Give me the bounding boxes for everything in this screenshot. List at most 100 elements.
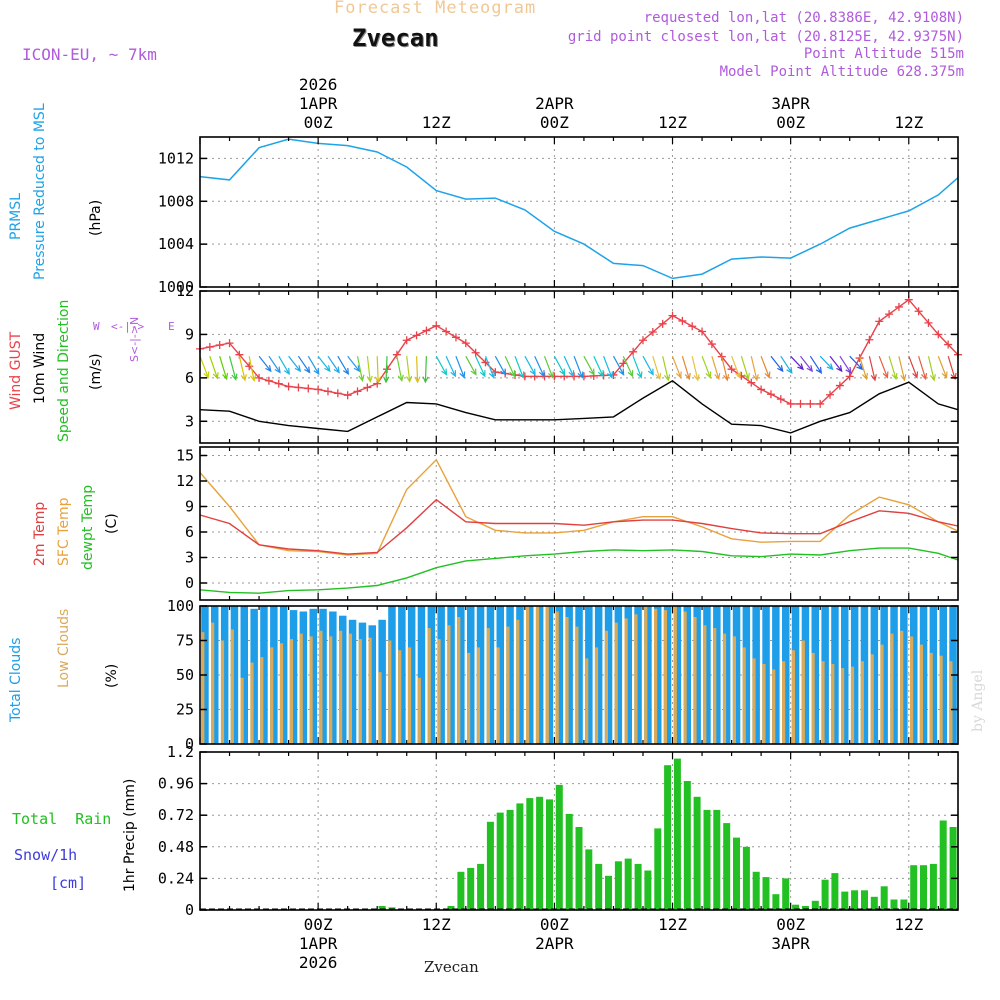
gust-marker bbox=[294, 383, 303, 392]
low-cloud-bar bbox=[654, 608, 658, 744]
gust-marker bbox=[727, 365, 736, 374]
rain-bar bbox=[733, 837, 740, 910]
total-cloud-bar bbox=[821, 606, 829, 744]
total-cloud-bar bbox=[516, 606, 524, 744]
wind-direction-arrow bbox=[888, 356, 898, 381]
gust-marker bbox=[944, 340, 953, 349]
bottom-time-label: 2APR bbox=[535, 934, 574, 953]
y-tick-label: 6 bbox=[185, 369, 194, 387]
gust-marker bbox=[766, 390, 775, 399]
gust-marker bbox=[225, 339, 234, 348]
low-cloud-bar bbox=[900, 630, 904, 744]
wind-direction-arrow bbox=[514, 355, 525, 379]
low-cloud-bar bbox=[476, 647, 480, 744]
wind-direction-arrow bbox=[819, 355, 834, 371]
total-cloud-bar bbox=[693, 606, 701, 744]
gust-marker bbox=[668, 311, 677, 320]
rain-bar bbox=[742, 846, 750, 910]
low-cloud-bar bbox=[811, 652, 815, 744]
low-cloud-bar bbox=[339, 630, 343, 744]
wind-direction-arrow bbox=[553, 355, 566, 376]
total-cloud-bar bbox=[299, 611, 308, 744]
rain-bar bbox=[634, 863, 642, 910]
total-cloud-bar bbox=[801, 606, 810, 744]
low-cloud-bar bbox=[526, 606, 530, 744]
wind-direction-arrow bbox=[622, 355, 634, 378]
faint-title: Forecast Meteogram bbox=[334, 0, 537, 18]
total-cloud-bar bbox=[368, 625, 376, 744]
rain-bar bbox=[595, 863, 603, 910]
low-cloud-bar bbox=[437, 639, 441, 744]
wind-direction-arrow bbox=[563, 355, 575, 378]
wind-direction-arrow bbox=[721, 356, 730, 382]
low-cloud-bar bbox=[299, 633, 303, 744]
rain-bar bbox=[811, 900, 819, 910]
top-time-label: 12Z bbox=[658, 113, 687, 132]
top-time-label: 1APR bbox=[299, 94, 338, 113]
wind-direction-arrow bbox=[681, 356, 691, 381]
wind-direction-arrow bbox=[642, 355, 654, 376]
gust-marker bbox=[678, 316, 687, 325]
low-cloud-bar bbox=[368, 637, 372, 744]
gust-marker bbox=[412, 331, 421, 340]
gust-marker bbox=[432, 321, 441, 330]
rain-bar bbox=[536, 796, 544, 910]
gust-marker bbox=[205, 342, 214, 351]
low-cloud-bar bbox=[801, 640, 805, 744]
gust-marker bbox=[461, 339, 470, 348]
total-cloud-bar bbox=[575, 606, 583, 744]
bottom-time-label: 3APR bbox=[771, 934, 810, 953]
bottom-time-label: 12Z bbox=[422, 915, 451, 934]
wind-direction-arrow bbox=[947, 356, 957, 381]
wind-direction-arrow bbox=[937, 355, 948, 379]
bottom-time-label: 12Z bbox=[658, 915, 687, 934]
gust-marker bbox=[402, 336, 411, 345]
gust-marker bbox=[638, 336, 647, 345]
low-cloud-bar bbox=[929, 652, 933, 744]
rain-bar bbox=[792, 904, 800, 910]
gust-marker bbox=[698, 327, 707, 336]
wind-direction-arrow bbox=[593, 355, 604, 378]
total-cloud-bar bbox=[526, 606, 534, 744]
wind-direction-arrow bbox=[652, 356, 662, 381]
wind-direction-arrow bbox=[422, 356, 429, 384]
wind-direction-arrow bbox=[711, 356, 721, 381]
low-cloud-bar bbox=[319, 630, 323, 744]
gust-marker bbox=[353, 387, 362, 396]
panel-frame bbox=[199, 290, 959, 444]
low-cloud-bar bbox=[683, 611, 687, 744]
total-cloud-bar bbox=[211, 606, 219, 744]
wind-direction-arrow bbox=[701, 355, 712, 379]
rain-bar bbox=[477, 863, 485, 910]
pressure-line bbox=[199, 138, 959, 280]
requested-coords: requested lon,lat (20.8386E, 42.9108N) bbox=[643, 10, 964, 26]
rain-bar bbox=[506, 809, 514, 910]
rain-bar bbox=[821, 879, 829, 910]
top-time-label: 00Z bbox=[776, 113, 805, 132]
gust-marker bbox=[786, 399, 795, 408]
wind-direction-arrow bbox=[632, 355, 643, 379]
gust-marker bbox=[264, 376, 273, 385]
wind-direction-arrow bbox=[228, 356, 238, 381]
rain-bar bbox=[772, 894, 780, 910]
wind-direction-arrow bbox=[475, 355, 486, 378]
total-cloud-bar bbox=[663, 606, 672, 744]
total-cloud-bar bbox=[919, 606, 928, 744]
wind-direction-arrow bbox=[356, 356, 365, 382]
total-cloud-bar bbox=[870, 606, 879, 744]
rain-bar bbox=[801, 906, 809, 910]
gust-marker bbox=[540, 372, 549, 381]
panel-frame bbox=[199, 751, 959, 911]
low-cloud-bar bbox=[407, 647, 412, 744]
low-cloud-bar bbox=[939, 655, 943, 744]
y-tick-label: 0 bbox=[185, 735, 194, 753]
label-total-rain: Total Rain bbox=[12, 810, 112, 828]
gust-marker bbox=[845, 372, 854, 381]
total-cloud-bar bbox=[850, 606, 859, 744]
frame-layer bbox=[199, 136, 959, 911]
wind-direction-arrow bbox=[209, 356, 219, 380]
low-cloud-bar bbox=[270, 647, 274, 744]
gust-marker bbox=[776, 395, 785, 404]
wind-direction-arrow bbox=[780, 355, 793, 375]
